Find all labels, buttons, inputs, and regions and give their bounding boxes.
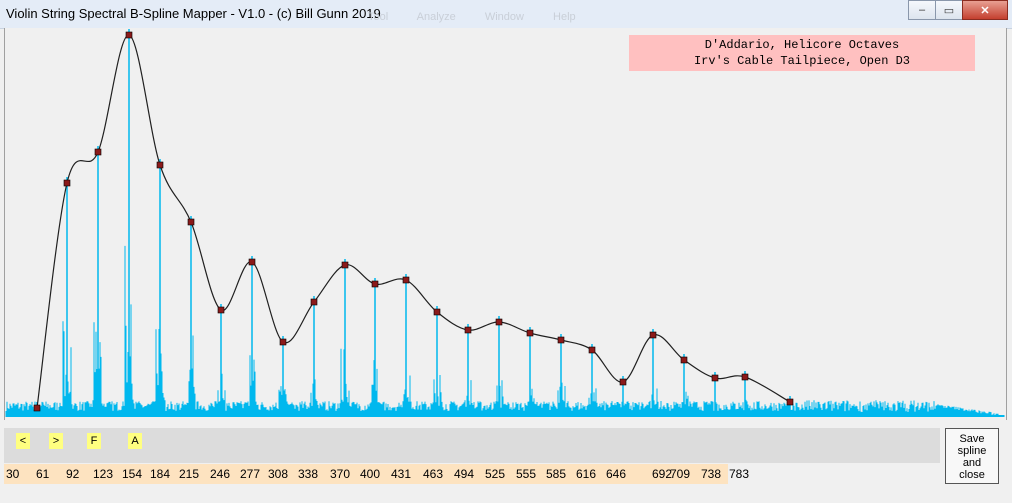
window-controls: – ▭ ✕: [908, 0, 1008, 20]
spline-knot[interactable]: [187, 218, 195, 226]
spline-knot[interactable]: [557, 336, 565, 344]
spline-knot[interactable]: [619, 378, 627, 386]
string-info-label: D'Addario, Helicore Octaves Irv's Cable …: [629, 35, 975, 71]
spline-knot[interactable]: [711, 374, 719, 382]
spline-knot[interactable]: [495, 318, 503, 326]
axis-label: 431: [391, 467, 412, 481]
maximize-button[interactable]: ▭: [935, 0, 963, 20]
save-label-2: spline: [957, 445, 987, 457]
spline-knot[interactable]: [156, 161, 164, 169]
axis-label: 783: [729, 467, 750, 481]
spectrum-bars: [5, 245, 1005, 417]
axis-label: 400: [360, 467, 381, 481]
spline-knot[interactable]: [680, 356, 688, 364]
b-spline-curve: [36, 34, 791, 409]
f-button[interactable]: F: [87, 433, 101, 449]
axis-label: 370: [330, 467, 351, 481]
spectrum-plot[interactable]: [4, 28, 1007, 420]
menu-tool: Tool: [368, 11, 389, 23]
spline-knot[interactable]: [786, 398, 794, 406]
spline-knot[interactable]: [33, 404, 41, 412]
axis-label: 154: [122, 467, 143, 481]
menu-help: Help: [553, 11, 576, 23]
spline-knot[interactable]: [464, 326, 472, 334]
spline-knot[interactable]: [649, 331, 657, 339]
minimize-button[interactable]: –: [908, 0, 936, 20]
axis-label: 555: [516, 467, 537, 481]
axis-label: 494: [454, 467, 475, 481]
axis-label: 525: [485, 467, 506, 481]
background-menu: Tool Analyze Window Help: [368, 11, 602, 23]
axis-label: 61: [36, 467, 50, 481]
frequency-axis: 30 61 92 123 154 184 215 246 277 308 338 370 400 431 4…: [4, 464, 749, 484]
axis-label: 246: [210, 467, 231, 481]
a-button[interactable]: A: [128, 433, 142, 449]
spline-knot[interactable]: [310, 298, 318, 306]
axis-label: 215: [179, 467, 200, 481]
save-label-3: and: [962, 457, 982, 469]
save-spline-button[interactable]: Save spline and close: [945, 428, 999, 484]
previous-button[interactable]: <: [16, 433, 30, 449]
menu-analyze: Analyze: [416, 11, 456, 23]
axis-label: 308: [268, 467, 289, 481]
axis-label: 646: [606, 467, 627, 481]
spline-knot[interactable]: [63, 179, 71, 187]
window-title: Violin String Spectral B-Spline Mapper -…: [6, 6, 381, 21]
spline-knot[interactable]: [741, 373, 749, 381]
axis-label: 692: [652, 467, 673, 481]
spline-knot[interactable]: [433, 308, 441, 316]
next-button[interactable]: >: [49, 433, 63, 449]
axis-label: 616: [576, 467, 597, 481]
axis-label: 30: [6, 467, 20, 481]
spline-knot[interactable]: [217, 306, 225, 314]
axis-label: 184: [150, 467, 171, 481]
save-label-1: Save: [959, 433, 985, 445]
spline-knot[interactable]: [279, 338, 287, 346]
axis-label: 738: [701, 467, 722, 481]
spline-knot[interactable]: [588, 346, 596, 354]
spline-knot[interactable]: [248, 258, 256, 266]
axis-label: 92: [66, 467, 80, 481]
axis-label: 123: [93, 467, 114, 481]
spline-knot[interactable]: [371, 280, 379, 288]
control-panel: [4, 428, 940, 463]
window-bottom-edge: [0, 488, 1012, 503]
axis-label: 277: [240, 467, 261, 481]
axis-label: 463: [423, 467, 444, 481]
spectrum-canvas[interactable]: [5, 28, 1006, 420]
spline-knot[interactable]: [341, 261, 349, 269]
spline-knot[interactable]: [125, 31, 133, 39]
title-bar: Violin String Spectral B-Spline Mapper -…: [0, 0, 1012, 29]
spline-knot[interactable]: [402, 276, 410, 284]
tailpiece-name: Irv's Cable Tailpiece, Open D3: [693, 54, 911, 68]
axis-label: 585: [546, 467, 567, 481]
close-button[interactable]: ✕: [962, 0, 1008, 20]
spline-knot[interactable]: [526, 329, 534, 337]
spline-knot[interactable]: [94, 148, 102, 156]
save-label-4: close: [959, 469, 985, 481]
axis-label: 709: [670, 467, 691, 481]
menu-window: Window: [484, 11, 524, 23]
string-name: D'Addario, Helicore Octaves: [704, 38, 900, 52]
axis-label: 338: [298, 467, 319, 481]
